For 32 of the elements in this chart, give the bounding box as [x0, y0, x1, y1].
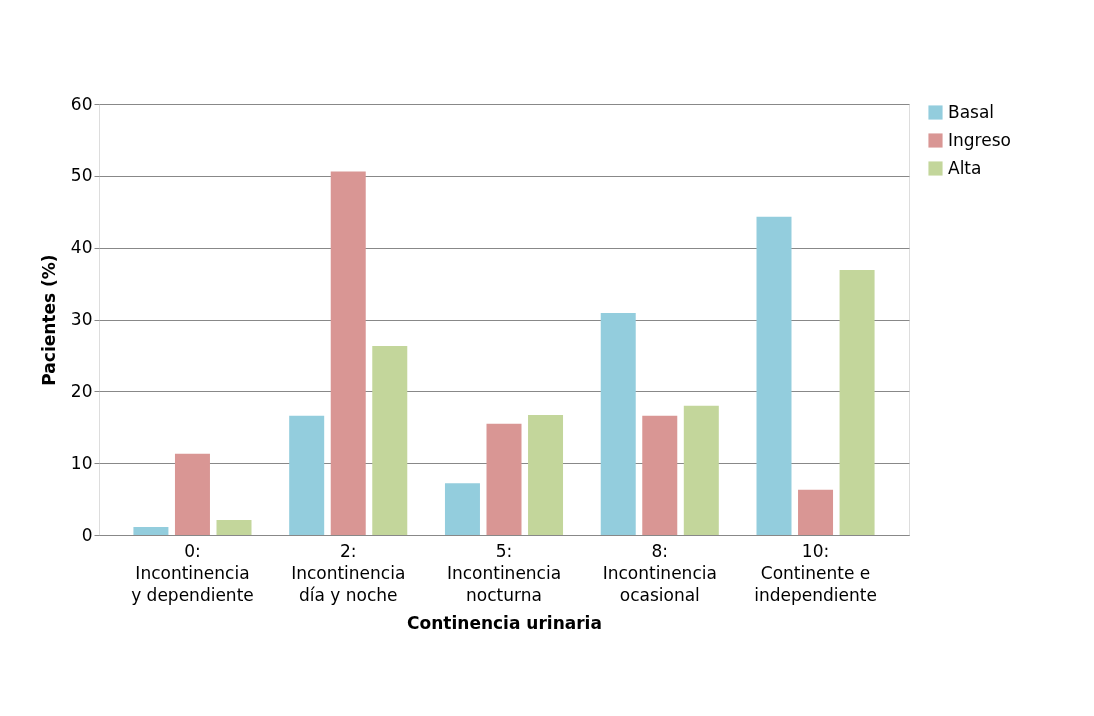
- bar: [174, 453, 210, 535]
- y-tick-label: 0: [81, 524, 93, 545]
- x-tick-label: 5: Incontinencia nocturna: [446, 540, 562, 605]
- bar: [839, 269, 875, 535]
- y-tick-label: 30: [70, 309, 93, 329]
- bar: [133, 527, 169, 535]
- x-axis-title: Continencia urinaria: [407, 612, 602, 633]
- x-tick-label: 2: Incontinencia día y noche: [291, 540, 406, 605]
- bar: [798, 489, 834, 535]
- bar: [600, 313, 636, 535]
- y-axis-title: Pacientes (%): [38, 254, 59, 386]
- y-tick-label: 50: [70, 165, 93, 186]
- y-tick-label: 60: [70, 93, 93, 114]
- legend-label: Ingreso: [948, 129, 1011, 150]
- y-tick-label: 40: [70, 237, 93, 258]
- bar: [756, 216, 792, 535]
- bar: [642, 415, 678, 535]
- bar: [372, 346, 408, 535]
- bar: [486, 423, 522, 535]
- bar: [216, 519, 252, 535]
- bar: [330, 171, 366, 535]
- legend-label: Alta: [948, 157, 982, 178]
- y-tick-label: 10: [70, 452, 93, 473]
- bar: [528, 415, 564, 535]
- bar: [289, 415, 325, 535]
- x-tick-label: 10: Continente e independiente: [754, 540, 877, 605]
- x-tick-label: 8: Incontinencia ocasional: [602, 540, 717, 605]
- legend-label: Basal: [948, 101, 995, 122]
- bar: [444, 483, 480, 535]
- bar: [683, 405, 719, 535]
- y-tick-label: 20: [70, 380, 93, 401]
- x-tick-label: 0: Incontinencia y dependiente: [131, 540, 254, 605]
